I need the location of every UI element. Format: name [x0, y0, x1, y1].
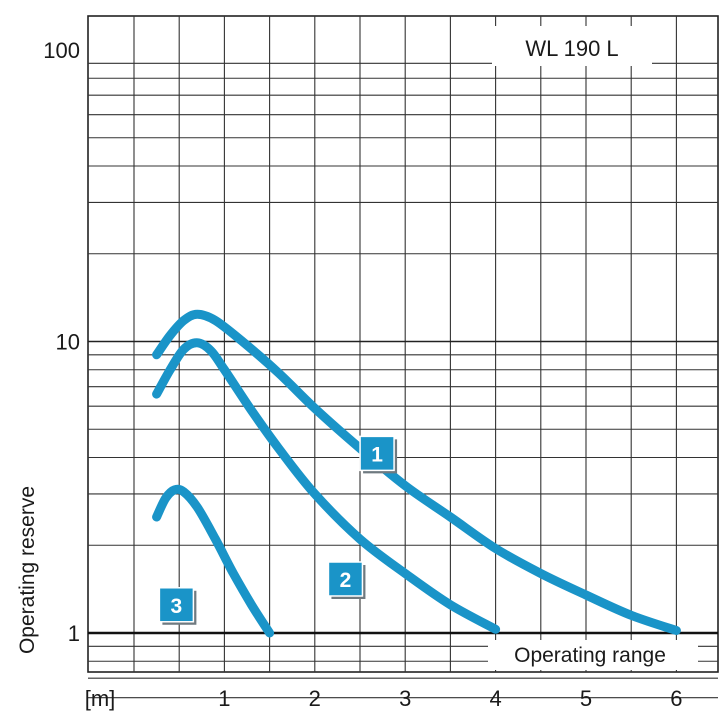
x-tick-label: 3 [399, 686, 411, 711]
x-unit-label: [m] [85, 686, 116, 711]
x-tick-label: 4 [489, 686, 501, 711]
series-badge-1 [359, 435, 395, 472]
y-tick-label: 1 [68, 621, 80, 646]
series-3-line [152, 484, 275, 638]
y-axis-title: Operating reserve [16, 486, 39, 654]
series-badge-3 [158, 587, 195, 623]
xlabel-box [488, 640, 698, 670]
series-badge-label: 3 [171, 595, 183, 618]
plot-frame [87, 15, 719, 673]
y-tick-labels: 1 10 100 [43, 38, 80, 646]
y-tick-label: 100 [43, 38, 80, 63]
x-axis-title: Operating range [514, 644, 666, 667]
chart-title: WL 190 L [525, 36, 618, 61]
x-tick-label: 1 [218, 686, 230, 711]
series-layer [152, 309, 681, 638]
x-tick-label: 2 [309, 686, 321, 711]
series-badges: 1 2 3 [158, 435, 398, 625]
series-badge-label: 2 [340, 569, 352, 592]
x-tick-label: 5 [580, 686, 592, 711]
title-box [492, 26, 652, 66]
series-badge-label: 1 [371, 443, 383, 466]
series-2-line [152, 338, 501, 634]
series-1-line [152, 309, 681, 635]
x-tick-labels: 1234567 [218, 686, 682, 711]
x-tick-label: 6 [670, 686, 682, 711]
series-badge-2 [327, 561, 364, 597]
y-tick-label: 10 [56, 330, 80, 355]
grid [87, 15, 719, 699]
